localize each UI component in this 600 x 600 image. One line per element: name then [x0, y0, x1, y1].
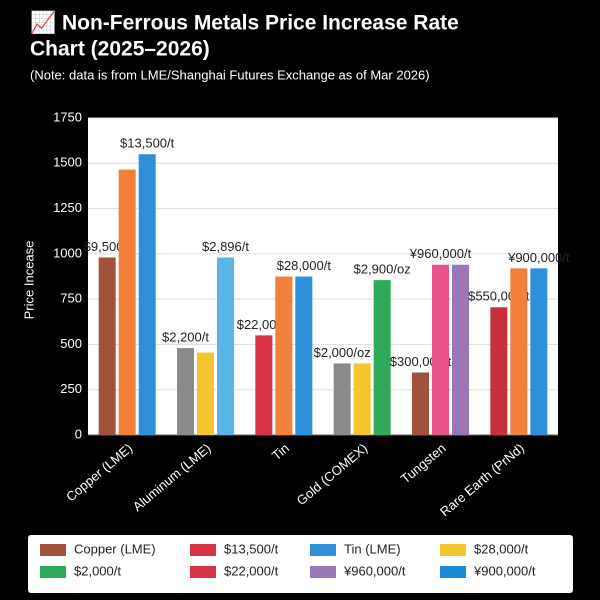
legend-swatch	[310, 566, 336, 578]
y-tick-label: 1250	[53, 200, 82, 215]
bar	[530, 268, 548, 435]
legend-label: $2,000/t	[74, 563, 121, 578]
subtitle: (Note: data is from LME/Shanghai Futures…	[30, 67, 430, 82]
bar-label: ¥900,000/t	[507, 250, 570, 265]
legend-label: $13,500/t	[224, 541, 279, 556]
legend-label: $28,000/t	[474, 541, 529, 556]
bar	[490, 307, 508, 435]
bar	[333, 363, 351, 435]
bar	[353, 363, 371, 435]
bar	[255, 335, 273, 435]
bar	[177, 348, 194, 435]
y-tick-label: 750	[60, 291, 82, 306]
bar	[98, 257, 116, 435]
x-tick-label: Aluminum (LME)	[130, 440, 214, 514]
legend-swatch	[40, 544, 66, 556]
legend-swatch	[40, 566, 66, 578]
bar	[432, 264, 449, 435]
bar	[138, 154, 156, 435]
x-tick-label: Copper (LME)	[63, 440, 135, 504]
y-tick-label: 1750	[53, 109, 82, 124]
y-tick-label: 0	[75, 426, 82, 441]
plot-area	[88, 118, 558, 435]
legend-label: $22,000/t	[224, 563, 279, 578]
bar-label: $28,000/t	[277, 258, 332, 273]
bar	[412, 372, 429, 435]
legend-label: ¥960,000/t	[343, 563, 406, 578]
bar-label: $13,500/t	[120, 136, 175, 151]
legend-label: ¥900,000/t	[473, 563, 536, 578]
bar	[217, 257, 234, 435]
y-tick-label: 1500	[53, 155, 82, 170]
legend-swatch	[440, 544, 466, 556]
bar-label: $2,200/t	[162, 329, 209, 344]
x-tick-label: Tin	[269, 440, 292, 463]
y-tick-label: 250	[60, 381, 82, 396]
legend-label: Copper (LME)	[74, 541, 156, 556]
bar	[373, 280, 391, 435]
y-axis-label: Price Incease	[21, 241, 36, 320]
chart-title: Chart (2025–2026)	[30, 38, 210, 61]
legend	[28, 535, 573, 593]
legend-label: Tin (LME)	[344, 541, 401, 556]
x-tick-label: Gold (COMEX)	[294, 440, 371, 508]
y-tick-label: 500	[60, 336, 82, 351]
bar	[197, 352, 214, 435]
bar	[510, 268, 528, 435]
bar	[275, 276, 293, 435]
x-tick-label: Tungsten	[398, 440, 449, 486]
bar-label: $2,896/t	[202, 239, 249, 254]
x-tick-label: Rare Earth (PrNd)	[437, 440, 527, 519]
bar	[118, 169, 136, 435]
legend-swatch	[190, 566, 216, 578]
bar-label: ¥960,000/t	[409, 246, 472, 261]
bar-label: $2,000/oz	[314, 345, 371, 360]
bar	[452, 264, 469, 435]
legend-swatch	[440, 566, 466, 578]
legend-swatch	[190, 544, 216, 556]
legend-swatch	[310, 544, 336, 556]
bar	[295, 276, 313, 435]
y-tick-label: 1000	[53, 245, 82, 260]
chart-title: 📈 Non-Ferrous Metals Price Increase Rate	[30, 10, 459, 35]
bar-label: $2,900/oz	[354, 262, 411, 277]
